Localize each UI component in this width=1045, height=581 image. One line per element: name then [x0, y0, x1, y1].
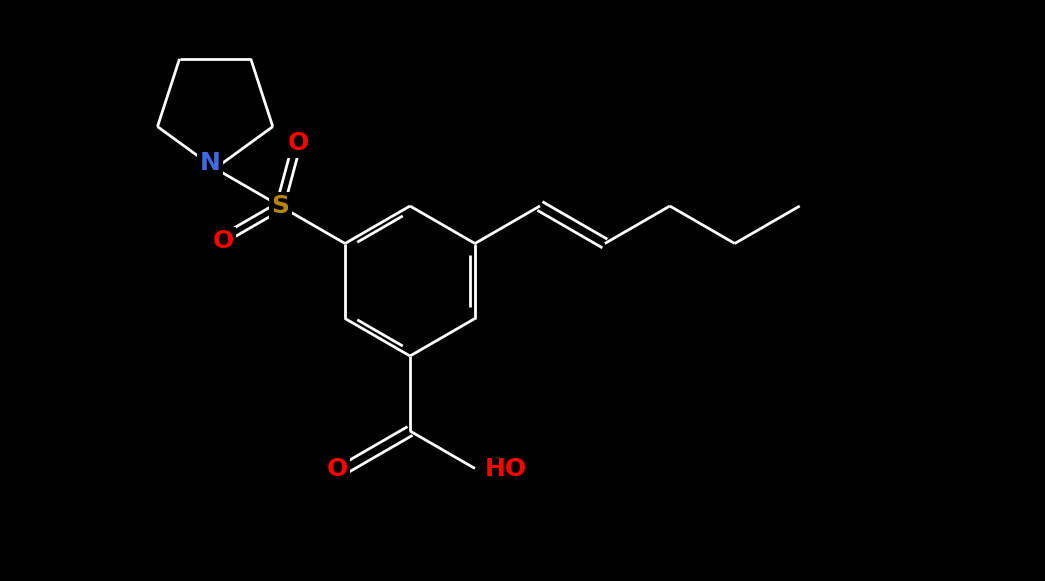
Text: O: O	[288, 131, 309, 155]
Text: O: O	[326, 457, 348, 480]
Text: HO: HO	[485, 457, 527, 480]
Text: N: N	[200, 152, 220, 175]
Text: S: S	[271, 194, 289, 218]
Text: O: O	[212, 229, 234, 253]
